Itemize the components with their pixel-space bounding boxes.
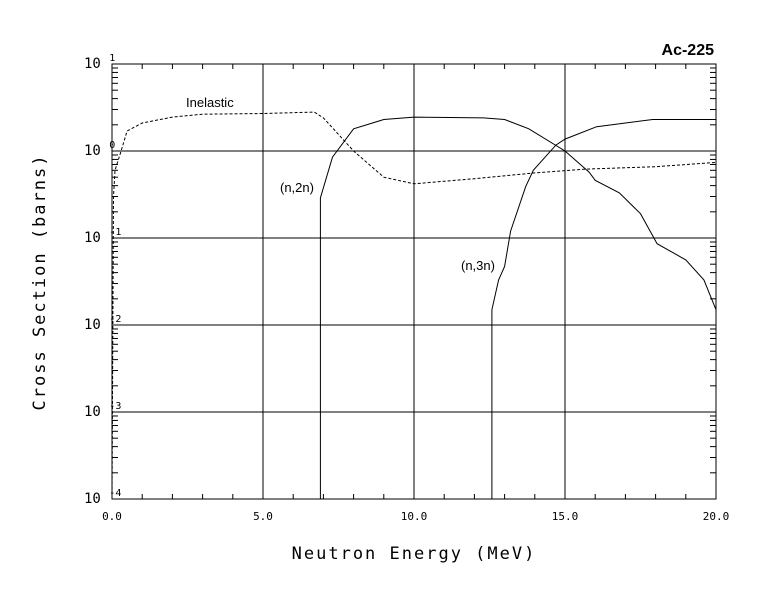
series-line-n3n xyxy=(491,119,716,499)
series-line-n2n xyxy=(319,116,717,499)
x-tick-label: 15.0 xyxy=(552,510,579,523)
annotation-inelastic: Inelastic xyxy=(186,95,234,110)
annotation-n3n: (n,3n) xyxy=(461,258,495,273)
y-tick-label: 10 -1 xyxy=(84,227,121,246)
y-tick-label: 10 -4 xyxy=(84,488,121,507)
y-axis-label: Cross Section (barns) xyxy=(30,154,50,411)
chart-title: Ac-225 xyxy=(662,42,715,59)
x-tick-label: 5.0 xyxy=(253,510,273,523)
series-line-inelastic xyxy=(111,111,717,500)
series-group xyxy=(111,111,717,500)
y-tick-label: 10 0 xyxy=(84,140,115,159)
y-tick-label: 10 1 xyxy=(84,53,115,72)
x-tick-labels: 0.0 5.0 10.0 15.0 20.0 xyxy=(102,510,729,523)
annotation-n2n: (n,2n) xyxy=(280,180,314,195)
y-tick-label: 10 -3 xyxy=(84,401,121,420)
grid-lines xyxy=(111,63,717,500)
x-tick-label: 0.0 xyxy=(102,510,122,523)
plot-frame xyxy=(111,63,717,500)
y-tick-label: 10 -2 xyxy=(84,314,121,333)
x-tick-label: 20.0 xyxy=(703,510,730,523)
x-axis-label: Neutron Energy (MeV) xyxy=(292,544,537,564)
x-tick-label: 10.0 xyxy=(401,510,428,523)
y-tick-labels: 10 1 10 0 10 -1 10 -2 10 -3 10 -4 xyxy=(84,53,121,507)
